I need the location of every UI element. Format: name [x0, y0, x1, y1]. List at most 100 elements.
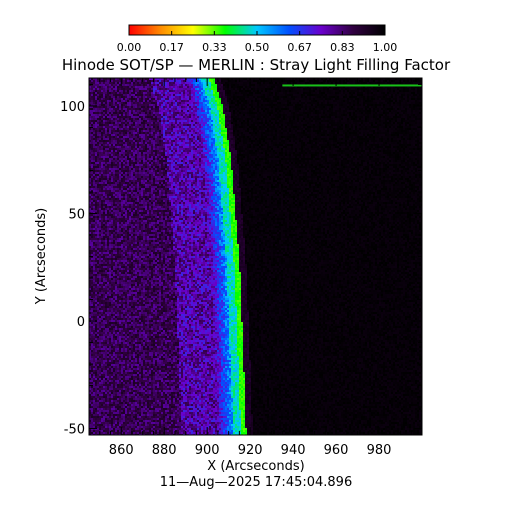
heatmap-cell	[353, 90, 355, 92]
heatmap-cell	[267, 112, 269, 114]
heatmap-cell	[219, 128, 221, 130]
heatmap-cell	[229, 94, 231, 96]
heatmap-cell	[289, 114, 291, 116]
heatmap-cell	[353, 116, 355, 118]
heatmap-cell	[375, 122, 377, 124]
heatmap-cell	[125, 112, 127, 114]
heatmap-cell	[323, 104, 325, 106]
heatmap-cell	[239, 114, 241, 116]
heatmap-cell	[329, 114, 331, 116]
heatmap-cell	[131, 84, 133, 86]
heatmap-cell	[321, 120, 323, 122]
heatmap-cell	[349, 130, 351, 132]
heatmap-cell	[303, 92, 305, 94]
heatmap-cell	[391, 128, 393, 130]
heatmap-cell	[311, 122, 313, 124]
heatmap-cell	[343, 132, 345, 134]
heatmap-cell	[185, 120, 187, 122]
heatmap-cell	[139, 118, 141, 120]
heatmap-cell	[377, 118, 379, 120]
heatmap-cell	[411, 100, 413, 102]
heatmap-cell	[97, 106, 99, 108]
heatmap-cell	[419, 98, 421, 100]
heatmap-cell	[371, 80, 373, 82]
heatmap-cell	[109, 104, 111, 106]
heatmap-cell	[131, 96, 133, 98]
heatmap-cell	[315, 124, 317, 126]
heatmap-cell	[277, 90, 279, 92]
heatmap-cell	[373, 118, 375, 120]
heatmap-cell	[389, 132, 391, 134]
heatmap-cell	[231, 92, 233, 94]
heatmap-cell	[147, 106, 149, 108]
heatmap-cell	[189, 88, 191, 90]
heatmap-cell	[337, 126, 339, 128]
heatmap-cell	[411, 104, 413, 106]
heatmap-cell	[287, 118, 289, 120]
heatmap-cell	[295, 82, 297, 84]
heatmap-cell	[281, 96, 283, 98]
heatmap-cell	[301, 122, 303, 124]
heatmap-cell	[311, 82, 313, 84]
heatmap-cell	[265, 96, 267, 98]
heatmap-cell	[251, 118, 253, 120]
heatmap-cell	[175, 94, 177, 96]
heatmap-cell	[307, 114, 309, 116]
heatmap-cell	[305, 100, 307, 102]
heatmap-cell	[383, 80, 385, 82]
heatmap-cell	[181, 98, 183, 100]
heatmap-cell	[173, 94, 175, 96]
heatmap-cell	[197, 120, 199, 122]
heatmap-cell	[175, 96, 177, 98]
heatmap-cell	[341, 108, 343, 110]
heatmap-cell	[363, 88, 365, 90]
heatmap-cell	[339, 124, 341, 126]
heatmap-cell	[111, 122, 113, 124]
heatmap-cell	[139, 90, 141, 92]
heatmap-cell	[141, 128, 143, 130]
heatmap-cell	[211, 124, 213, 126]
heatmap-cell	[95, 126, 97, 128]
heatmap-cell	[357, 102, 359, 104]
heatmap-cell	[393, 124, 395, 126]
heatmap-cell	[139, 82, 141, 84]
heatmap-cell	[297, 124, 299, 126]
heatmap-cell	[407, 94, 409, 96]
heatmap-cell	[153, 114, 155, 116]
heatmap-cell	[205, 112, 207, 114]
heatmap-cell	[315, 106, 317, 108]
heatmap-cell	[321, 122, 323, 124]
heatmap-cell	[357, 114, 359, 116]
heatmap-cell	[223, 124, 225, 126]
heatmap-cell	[213, 84, 215, 86]
heatmap-cell	[201, 126, 203, 128]
heatmap-cell	[169, 128, 171, 130]
heatmap-cell	[127, 94, 129, 96]
heatmap-cell	[305, 128, 307, 130]
heatmap-cell	[321, 130, 323, 132]
heatmap-cell	[415, 102, 417, 104]
heatmap-cell	[121, 116, 123, 118]
heatmap-cell	[317, 104, 319, 106]
heatmap-cell	[355, 80, 357, 82]
heatmap-cell	[303, 88, 305, 90]
heatmap-cell	[283, 122, 285, 124]
heatmap-cell	[139, 102, 141, 104]
heatmap-cell	[333, 98, 335, 100]
heatmap-cell	[155, 94, 157, 96]
heatmap-cell	[241, 126, 243, 128]
heatmap-cell	[221, 92, 223, 94]
heatmap-cell	[359, 94, 361, 96]
heatmap-cell	[371, 124, 373, 126]
heatmap-cell	[407, 118, 409, 120]
heatmap-cell	[303, 106, 305, 108]
heatmap-cell	[147, 98, 149, 100]
heatmap-cell	[361, 132, 363, 134]
heatmap-cell	[333, 90, 335, 92]
heatmap-cell	[341, 82, 343, 84]
heatmap-cell	[117, 112, 119, 114]
heatmap-cell	[97, 114, 99, 116]
heatmap-cell	[225, 134, 227, 136]
heatmap-cell	[251, 108, 253, 110]
heatmap-cell	[161, 102, 163, 104]
